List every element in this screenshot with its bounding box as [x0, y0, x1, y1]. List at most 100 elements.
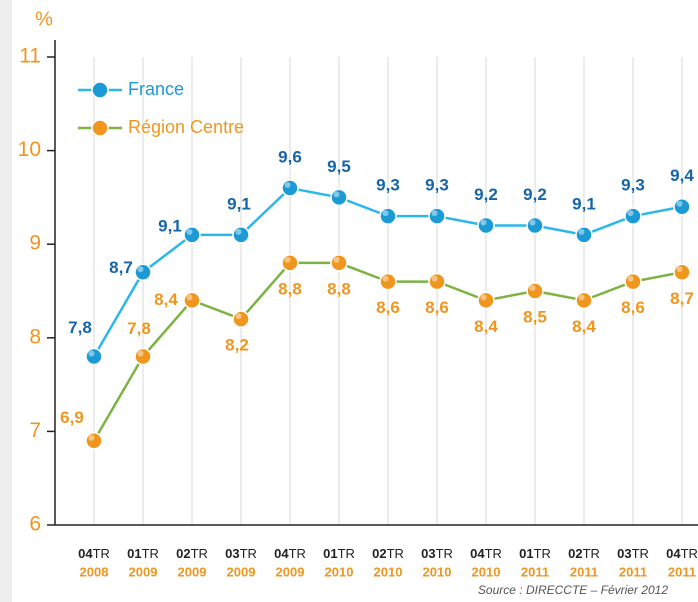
quarter: 01: [127, 546, 141, 561]
x-tick-year: 2009: [178, 564, 207, 579]
point: [232, 226, 250, 244]
x-tick-label: 04TR: [666, 546, 698, 561]
legend-marker: [91, 119, 109, 137]
point-shine: [382, 210, 389, 217]
x-tick-year: 2011: [570, 564, 598, 579]
point-shine: [137, 266, 144, 273]
point-shine: [529, 219, 536, 226]
y-tick-label: 8: [29, 325, 41, 348]
suffix: TR: [93, 546, 110, 561]
point: [183, 291, 201, 310]
point: [477, 216, 495, 235]
quarter: 04: [666, 546, 681, 561]
value-label: 8,4: [572, 317, 596, 336]
x-tick-year: 2011: [619, 564, 647, 579]
x-tick-label: 03TR: [617, 546, 649, 561]
value-label: 8,6: [425, 298, 449, 317]
x-tick-year: 2010: [374, 564, 403, 579]
point: [85, 432, 103, 450]
quarter: 02: [176, 546, 190, 561]
suffix: TR: [534, 546, 551, 561]
value-label: 8,7: [670, 289, 694, 308]
value-label: 7,8: [127, 319, 151, 338]
point: [85, 347, 103, 366]
value-label: 8,4: [474, 317, 498, 336]
quarter: 02: [372, 546, 386, 561]
point-shine: [88, 350, 95, 357]
point: [428, 207, 446, 225]
point-shine: [431, 275, 438, 282]
point-shine: [333, 191, 340, 198]
quarter: 01: [519, 546, 533, 561]
value-label: 9,4: [670, 166, 694, 185]
point-shine: [431, 210, 438, 217]
y-axis-label: %: [35, 8, 53, 30]
x-tick-label: 04TR: [470, 546, 502, 561]
suffix: TR: [191, 546, 208, 561]
suffix: TR: [583, 546, 600, 561]
point: [281, 254, 299, 272]
point: [673, 263, 691, 282]
point: [477, 291, 495, 310]
suffix: TR: [681, 546, 698, 561]
point-shine: [284, 256, 291, 263]
x-tick-label: 02TR: [372, 546, 404, 561]
value-label: 8,6: [376, 298, 400, 317]
value-label: 9,2: [474, 185, 498, 204]
quarter: 01: [323, 546, 337, 561]
suffix: TR: [338, 546, 355, 561]
point-shine: [627, 275, 634, 282]
value-label: 8,7: [109, 258, 133, 277]
point: [281, 179, 299, 197]
point-shine: [676, 266, 683, 273]
suffix: TR: [436, 546, 453, 561]
x-tick-label: 03TR: [421, 546, 453, 561]
value-label: 9,6: [278, 148, 302, 167]
suffix: TR: [240, 546, 257, 561]
legend-marker: [91, 81, 109, 99]
side-band: [0, 0, 12, 602]
x-tick-label: 04TR: [274, 546, 306, 561]
point-shine: [88, 434, 95, 441]
point: [379, 272, 397, 291]
point-shine: [333, 256, 340, 263]
value-label: 9,1: [227, 194, 251, 213]
value-label: 9,5: [327, 157, 351, 176]
source: Source : DIRECCTE – Février 2012: [478, 583, 668, 597]
value-label: 9,1: [572, 194, 596, 213]
point-shine: [676, 200, 683, 207]
point-shine: [137, 350, 144, 357]
point-shine: [529, 285, 536, 291]
point-shine: [186, 294, 193, 301]
point: [624, 207, 642, 225]
point: [379, 207, 397, 225]
y-tick-label: 10: [18, 138, 41, 161]
x-tick-year: 2010: [423, 564, 452, 579]
value-label: 9,1: [158, 216, 182, 235]
quarter: 04: [274, 546, 289, 561]
x-tick-label: 02TR: [176, 546, 208, 561]
point: [575, 291, 593, 310]
x-tick-label: 01TR: [323, 546, 355, 561]
point-shine: [480, 219, 487, 226]
x-tick-label: 02TR: [568, 546, 600, 561]
point-shine: [382, 275, 389, 282]
y-tick-label: 6: [29, 513, 41, 536]
point: [330, 188, 348, 207]
point-shine: [480, 294, 487, 301]
value-label: 8,6: [621, 298, 645, 317]
value-label: 9,3: [425, 176, 449, 195]
x-tick-label: 04TR: [78, 546, 110, 561]
point: [673, 198, 691, 216]
value-label: 6,9: [60, 408, 84, 427]
y-tick-label: 9: [29, 232, 41, 255]
point: [624, 272, 642, 291]
x-tick-label: 03TR: [225, 546, 257, 561]
point-shine: [627, 210, 634, 217]
point-shine: [235, 313, 242, 320]
point-shine: [186, 228, 193, 235]
suffix: TR: [289, 546, 306, 561]
value-label: 9,2: [523, 185, 547, 204]
point: [134, 347, 152, 366]
